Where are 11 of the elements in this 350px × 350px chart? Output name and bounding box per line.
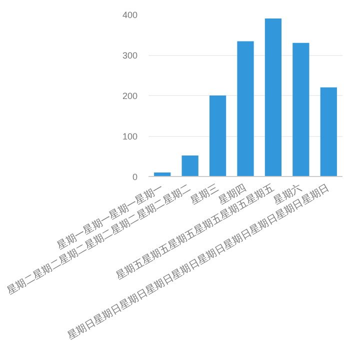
bar — [264, 18, 282, 176]
bar — [320, 87, 337, 176]
y-tick-label: 100 — [122, 132, 138, 142]
y-tick-label: 300 — [122, 50, 138, 60]
bar — [237, 41, 254, 176]
y-tick-label: 0 — [132, 172, 138, 182]
y-tick-label: 400 — [122, 10, 138, 20]
bar — [292, 42, 310, 176]
bar — [209, 96, 226, 176]
bar — [182, 155, 198, 176]
y-tick-label: 200 — [122, 91, 138, 101]
